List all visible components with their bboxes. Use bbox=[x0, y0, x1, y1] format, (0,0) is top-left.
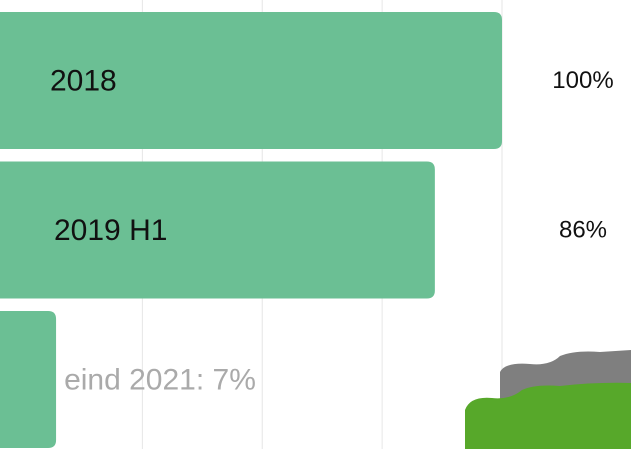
chart: 2018 100% 2019 H1 86% eind 2021: 7% bbox=[0, 0, 631, 449]
category-label: 2018 bbox=[50, 64, 117, 97]
category-label: eind 2021: 7% bbox=[64, 363, 256, 396]
value-label: 86% bbox=[559, 216, 607, 243]
bar bbox=[0, 311, 56, 448]
category-label: 2019 H1 bbox=[54, 214, 167, 247]
illustration bbox=[465, 383, 631, 449]
page: 2018100%2019 H186%eind 2021: 7% (() => {… bbox=[0, 0, 631, 449]
value-label: 100% bbox=[552, 67, 613, 94]
